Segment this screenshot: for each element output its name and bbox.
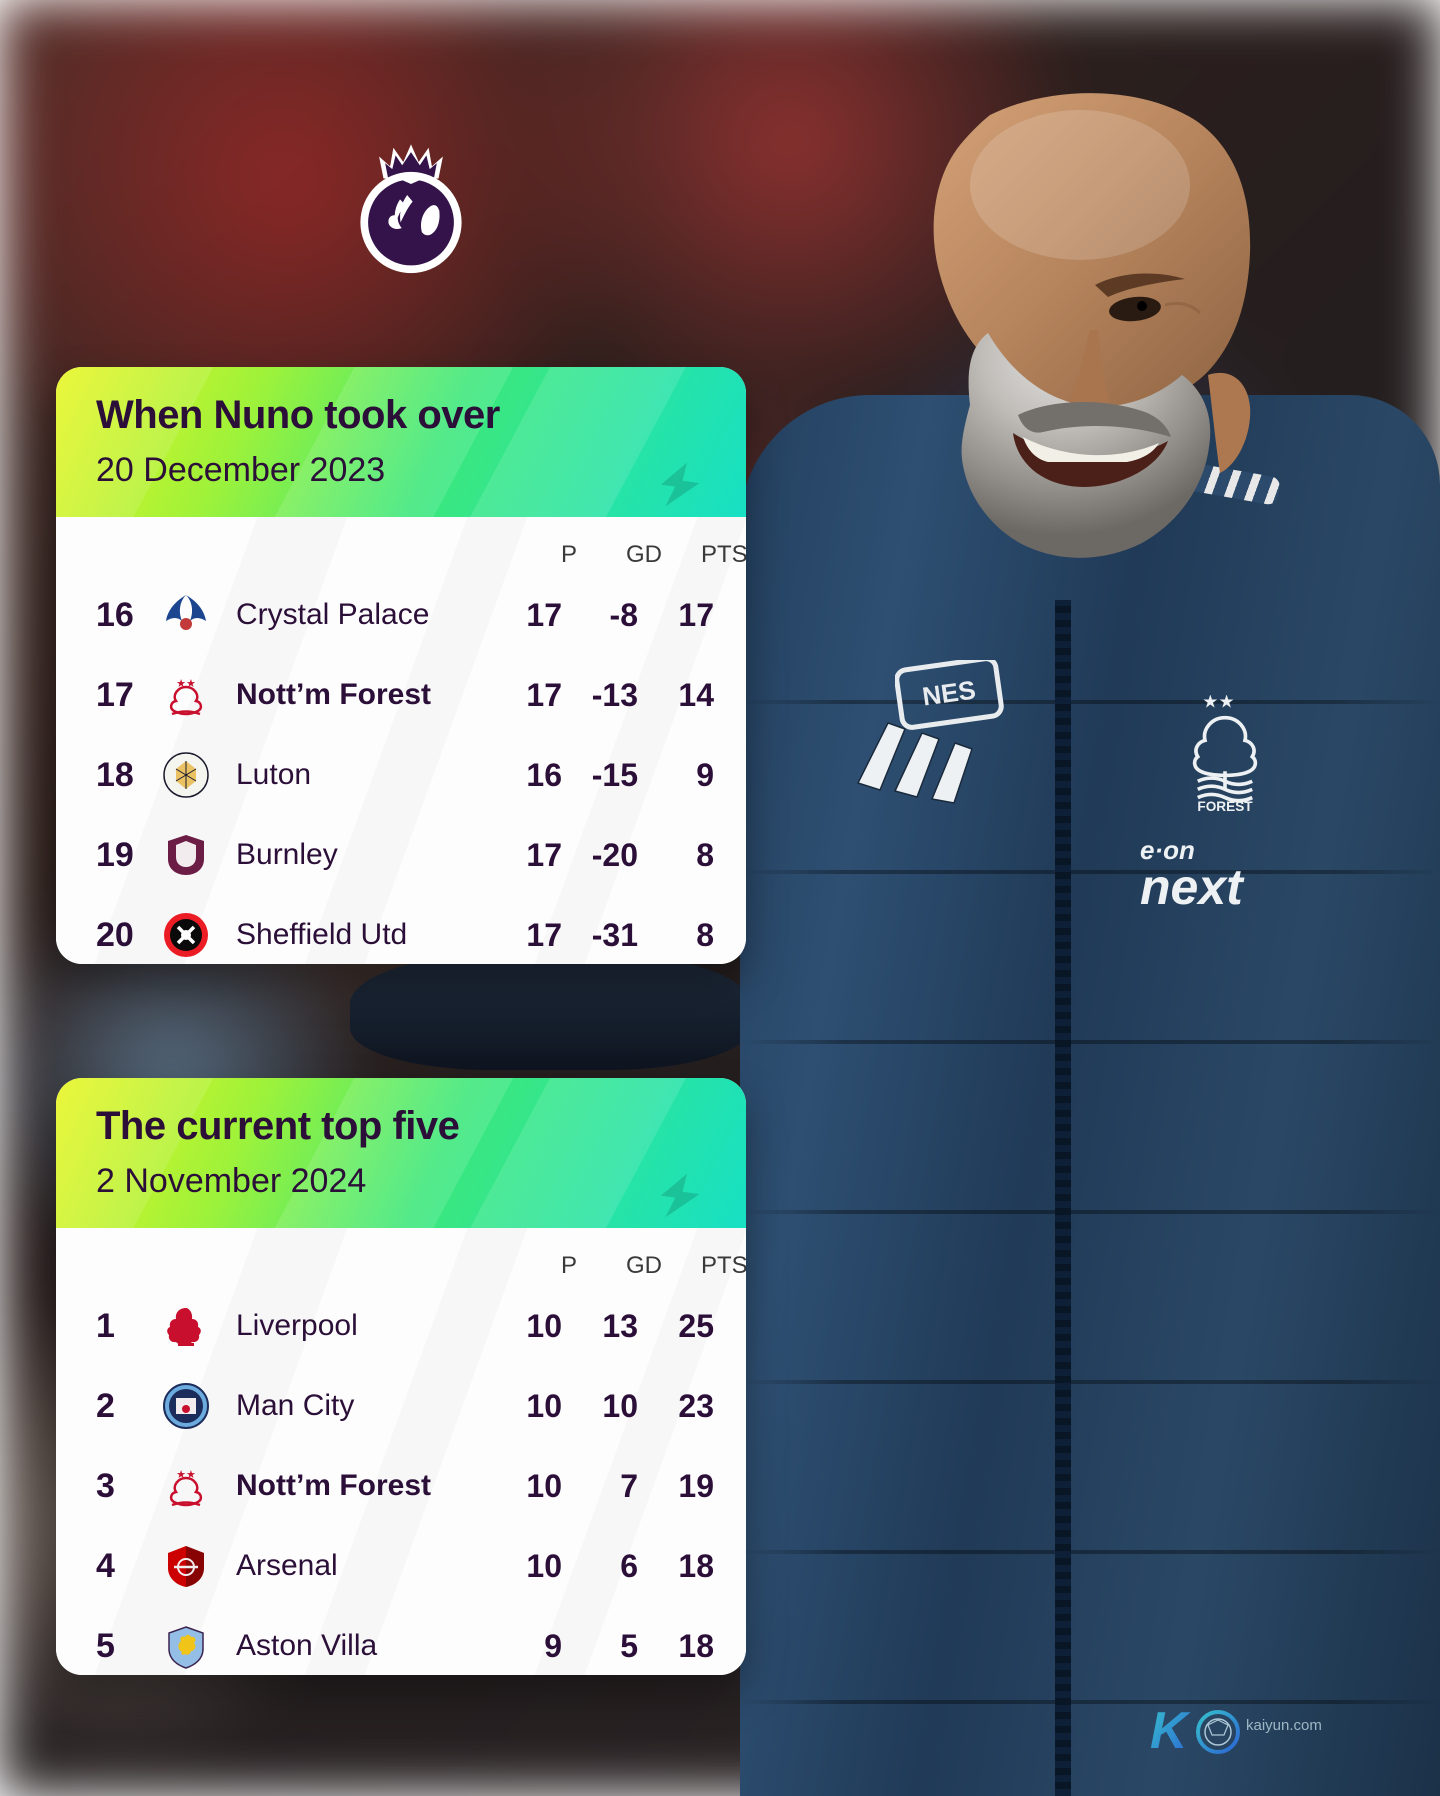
svg-text:K: K bbox=[1150, 1702, 1191, 1760]
svg-text:NES: NES bbox=[920, 674, 977, 711]
svg-text:★★: ★★ bbox=[1202, 695, 1235, 712]
svg-text:kaiyun.com: kaiyun.com bbox=[1246, 1717, 1322, 1734]
svg-text:FOREST: FOREST bbox=[1197, 799, 1253, 813]
